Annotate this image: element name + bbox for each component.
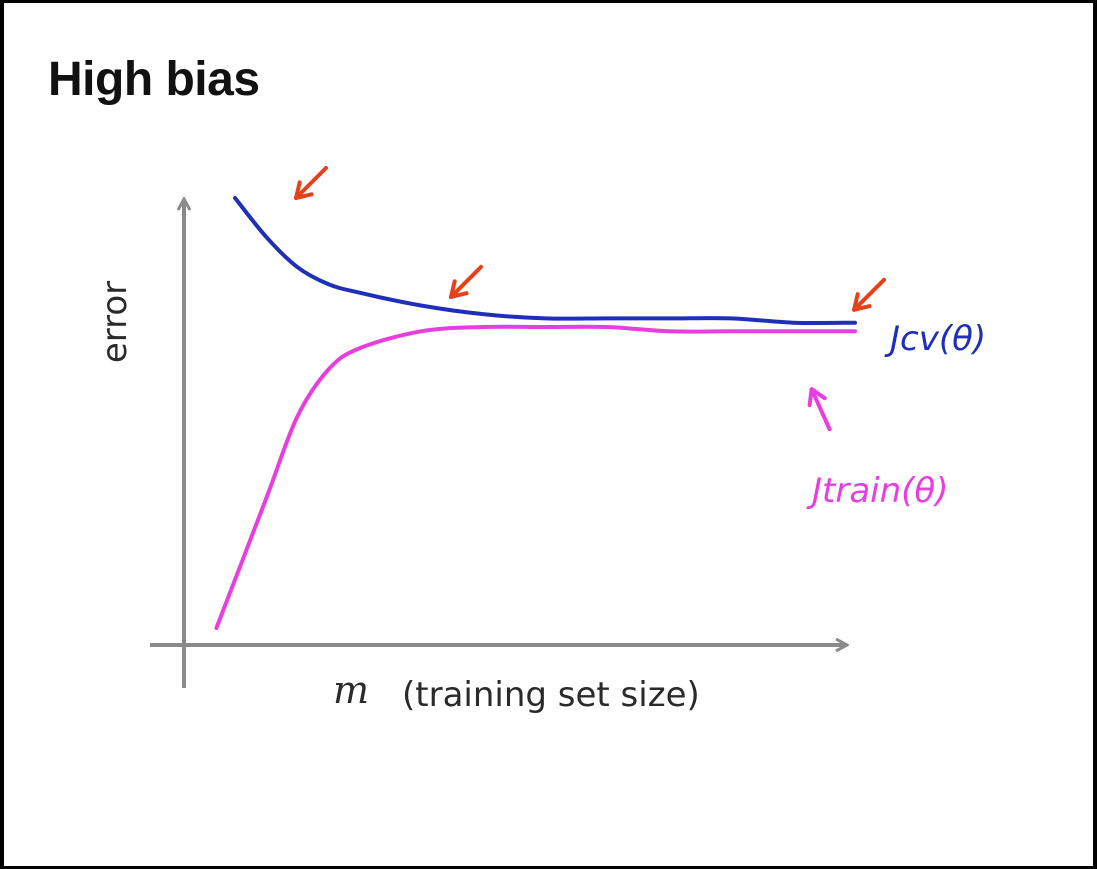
y-axis-label: error <box>95 281 135 363</box>
x-axis-label: (training set size) <box>402 675 700 715</box>
series-jtrain-line <box>214 324 857 630</box>
frame-bottom-border <box>0 866 1097 869</box>
series-jtrain-label: Jtrain(θ) <box>806 471 949 511</box>
frame-left-border <box>0 0 4 869</box>
slide-title: High bias <box>48 53 260 106</box>
frame-top-border <box>0 0 1097 3</box>
annotation-arrow <box>294 166 328 200</box>
annotation-arrow <box>449 264 483 299</box>
series-jcv-label: Jcv(θ) <box>884 319 986 359</box>
annotation-arrow <box>807 387 832 432</box>
frame-right-border <box>1093 0 1097 869</box>
x-axis-variable: m <box>333 668 369 712</box>
series-jcv-line <box>233 196 857 326</box>
annotation-arrows <box>294 166 886 432</box>
annotation-arrow <box>852 277 886 312</box>
